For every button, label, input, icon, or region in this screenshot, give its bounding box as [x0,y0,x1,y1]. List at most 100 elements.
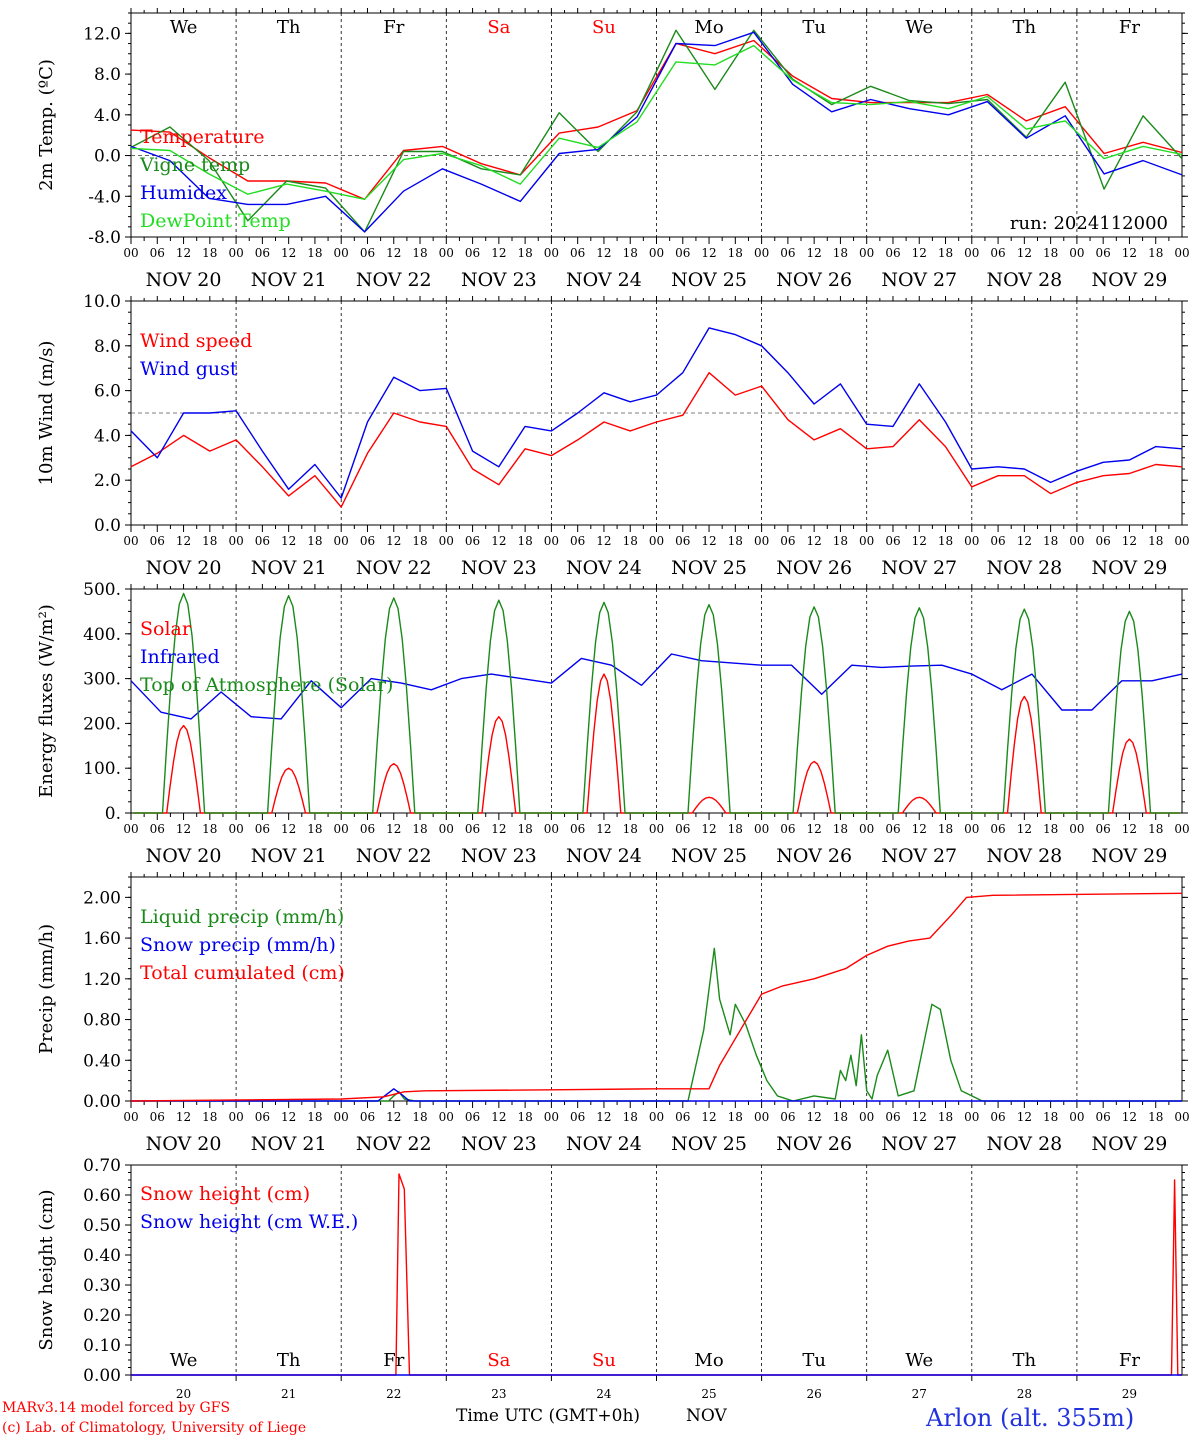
y-tick-label: 200. [83,714,121,734]
weekday-label: Th [1013,17,1037,38]
hour-label: 00 [544,534,559,548]
hour-label: 12 [281,1110,296,1124]
panel-2: 00 06 12 18 NOV 20 00 06 12 18 NOV 21 00 06 12 18 NOV … [36,292,1190,579]
legend-entry: Infrared [140,646,220,668]
hour-label: 06 [360,1110,375,1124]
weekday-label: Fr [383,1350,404,1371]
hour-label: 12 [386,822,401,836]
hour-label: 00 [859,534,874,548]
hour-label: 06 [465,822,480,836]
legend-entry: Wind gust [140,358,238,380]
hour-label: 18 [1148,534,1163,548]
hour-label: 18 [1148,822,1163,836]
hour-label: 18 [412,246,427,260]
hour-label: 00 [228,1110,243,1124]
date-label: NOV 28 [986,557,1062,579]
hour-label: 00 [1069,1110,1084,1124]
legend-entry: Snow precip (mm/h) [140,934,336,956]
date-label: NOV 24 [566,269,642,291]
y-axis-label: Snow height (cm) [36,1189,57,1350]
hour-label: 18 [1043,534,1058,548]
hour-label: 12 [807,1110,822,1124]
hour-label: 06 [255,1110,270,1124]
hour-label: 18 [623,1110,638,1124]
legend-entry: Vigne temp [139,154,250,176]
hour-label: 18 [728,1110,743,1124]
hour-label: 12 [1122,1110,1137,1124]
y-tick-label: 0.0 [94,147,121,167]
date-label: NOV 24 [566,845,642,867]
legend-entry: Solar [140,618,192,640]
y-tick-label: 0.70 [83,1156,121,1176]
hour-label: 12 [1017,534,1032,548]
hour-label: 06 [1096,1110,1111,1124]
y-tick-label: 0.50 [83,1216,121,1236]
day-number-label: 21 [281,1387,296,1401]
y-tick-label: 0.40 [83,1246,121,1266]
day-number-label: 22 [386,1387,401,1401]
weekday-label: Fr [383,17,404,38]
hour-label: 12 [912,822,927,836]
hour-label: 12 [1122,246,1137,260]
hour-label: 00 [544,1110,559,1124]
hour-label: 12 [596,822,611,836]
y-tick-label: 10.0 [83,292,121,312]
hour-label: 06 [150,1110,165,1124]
hour-label: 12 [1017,822,1032,836]
hour-label: 00 [754,1110,769,1124]
hour-label: 12 [701,246,716,260]
hour-label: 18 [307,246,322,260]
date-label: NOV 27 [881,845,957,867]
hour-label: 00 [649,822,664,836]
series-line [130,892,1183,1102]
hour-label: 18 [307,1110,322,1124]
date-label: NOV 22 [356,1133,432,1155]
run-annotation: run: 2024112000 [1010,213,1168,234]
hour-label: 00 [754,534,769,548]
hour-label: 00 [544,822,559,836]
hour-label: 12 [912,534,927,548]
hour-label: 18 [517,534,532,548]
day-number-label: 25 [701,1387,716,1401]
hour-label: 18 [307,822,322,836]
legend-entry: Snow height (cm W.E.) [140,1211,358,1233]
hour-label: 06 [885,246,900,260]
legend-entry: Liquid precip (mm/h) [140,906,344,928]
hour-label: 06 [360,246,375,260]
hour-label: 12 [596,246,611,260]
y-tick-label: 500. [83,580,121,600]
day-number-label: 29 [1122,1387,1137,1401]
hour-label: 18 [833,246,848,260]
date-label: NOV 25 [671,845,747,867]
hour-label: 06 [885,534,900,548]
hour-label: 18 [938,1110,953,1124]
legend-entry: Total cumulated (cm) [140,962,345,984]
hour-label: 00 [439,1110,454,1124]
y-tick-label: 100. [83,759,121,779]
series-line [130,372,1183,508]
hour-label: 06 [465,534,480,548]
hour-label: 18 [412,822,427,836]
date-label: NOV 25 [671,1133,747,1155]
legend-entry: Wind speed [140,330,252,352]
hour-label: 00 [544,246,559,260]
hour-label: 06 [885,822,900,836]
hour-label: 18 [202,822,217,836]
hour-label: 18 [938,246,953,260]
date-label: NOV 29 [1092,269,1168,291]
panel-3: 00 06 12 18 NOV 20 00 06 12 18 NOV 21 00 06 12 18 NOV … [36,580,1190,867]
y-tick-label: -8.0 [88,228,121,248]
date-label: NOV 27 [881,557,957,579]
hour-label: 00 [1069,822,1084,836]
hour-label: 12 [1122,822,1137,836]
hour-label: 06 [780,246,795,260]
legend-entry: Snow height (cm) [140,1183,310,1205]
hour-label: 18 [938,822,953,836]
hour-label: 06 [885,1110,900,1124]
hour-label: 18 [728,822,743,836]
hour-label: 00 [123,1110,138,1124]
weekday-label: Tu [802,17,826,38]
panel-1: 00 06 12 18 NOV 20 00 06 12 18 NOV 21 00 06 12 18 NOV … [36,8,1190,291]
hour-label: 00 [228,246,243,260]
hour-label: 12 [596,534,611,548]
